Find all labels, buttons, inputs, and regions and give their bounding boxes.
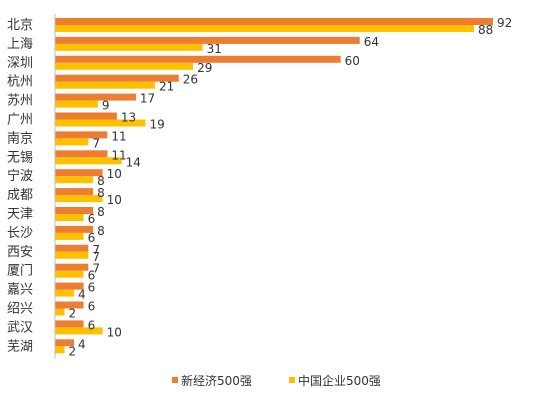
- value-label-china-enterprise: 2: [69, 307, 77, 321]
- category-label: 厦门: [7, 264, 33, 279]
- value-label-china-enterprise: 10: [107, 193, 122, 207]
- bar-new-economy: [55, 36, 360, 44]
- category-label: 长沙: [7, 226, 33, 241]
- category-label: 杭州: [7, 75, 33, 90]
- value-label-china-enterprise: 8: [97, 174, 105, 188]
- bar-china-enterprise: [55, 270, 84, 278]
- bar-china-enterprise: [55, 195, 103, 203]
- bar-china-enterprise: [55, 62, 194, 70]
- value-label-new-economy: 6: [88, 281, 96, 295]
- bar-china-enterprise: [55, 308, 65, 316]
- value-label-china-enterprise: 14: [126, 155, 141, 169]
- value-label-new-economy: 8: [97, 186, 105, 200]
- value-label-new-economy: 11: [111, 129, 126, 143]
- value-label-new-economy: 8: [97, 205, 105, 219]
- legend-swatch-new-economy: [172, 377, 178, 383]
- bar-china-enterprise: [55, 289, 75, 297]
- value-label-new-economy: 26: [183, 73, 198, 87]
- bar-china-enterprise: [55, 81, 155, 89]
- value-label-china-enterprise: 31: [207, 42, 222, 56]
- value-label-china-enterprise: 7: [92, 136, 100, 150]
- bar-new-economy: [55, 244, 89, 252]
- value-label-china-enterprise: 6: [88, 269, 96, 283]
- bar-china-enterprise: [55, 251, 89, 259]
- bar-china-enterprise: [55, 327, 103, 335]
- value-label-china-enterprise: 9: [102, 99, 110, 113]
- value-label-new-economy: 4: [78, 337, 86, 351]
- category-label: 成都: [7, 188, 33, 203]
- value-label-new-economy: 11: [111, 148, 126, 162]
- category-label: 上海: [7, 37, 33, 52]
- bar-new-economy: [55, 282, 84, 290]
- category-label: 无锡: [7, 150, 33, 165]
- category-label: 西安: [7, 245, 33, 260]
- bar-china-enterprise: [55, 100, 98, 108]
- bar-new-economy: [55, 18, 493, 25]
- value-label-new-economy: 92: [497, 16, 512, 30]
- bar-new-economy: [55, 225, 94, 233]
- bar-new-economy: [55, 150, 108, 158]
- bar-new-economy: [55, 263, 89, 271]
- value-label-new-economy: 8: [97, 224, 105, 238]
- bar-new-economy: [55, 112, 117, 120]
- value-label-china-enterprise: 7: [92, 250, 100, 264]
- bar-new-economy: [55, 339, 75, 347]
- legend-label-china-enterprise: 中国企业500强: [298, 373, 381, 388]
- category-label: 嘉兴: [7, 283, 33, 298]
- value-label-china-enterprise: 21: [159, 80, 174, 94]
- category-label: 宁波: [7, 168, 33, 184]
- value-label-new-economy: 6: [88, 318, 96, 332]
- category-label: 南京: [7, 130, 33, 146]
- value-label-china-enterprise: 6: [88, 212, 96, 226]
- value-label-new-economy: 60: [345, 54, 360, 68]
- value-label-new-economy: 6: [88, 300, 96, 314]
- value-label-china-enterprise: 2: [69, 344, 77, 358]
- bar-new-economy: [55, 207, 94, 214]
- category-label: 天津: [7, 207, 33, 222]
- bar-china-enterprise: [55, 25, 474, 32]
- bar-china-enterprise: [55, 138, 89, 146]
- bar-china-enterprise: [55, 232, 84, 240]
- bar-new-economy: [55, 301, 84, 309]
- category-label: 芜湖: [7, 339, 33, 354]
- value-label-china-enterprise: 10: [107, 325, 122, 339]
- bar-china-enterprise: [55, 346, 65, 354]
- bar-china-enterprise: [55, 157, 122, 165]
- legend-label-new-economy: 新经济500强: [181, 373, 252, 388]
- value-label-new-economy: 10: [107, 167, 122, 181]
- value-label-new-economy: 13: [121, 111, 136, 125]
- value-label-china-enterprise: 4: [78, 288, 86, 302]
- category-label: 深圳: [7, 56, 33, 71]
- bar-new-economy: [55, 131, 108, 139]
- bar-new-economy: [55, 55, 341, 63]
- value-label-china-enterprise: 29: [197, 61, 212, 75]
- category-label: 北京: [7, 18, 33, 33]
- value-label-china-enterprise: 19: [149, 118, 164, 132]
- bar-new-economy: [55, 169, 103, 177]
- value-label-new-economy: 7: [92, 243, 100, 257]
- legend-swatch-china-enterprise: [289, 377, 295, 383]
- value-label-china-enterprise: 88: [478, 23, 493, 37]
- bar-new-economy: [55, 188, 94, 196]
- bars-group: [55, 18, 493, 354]
- bar-china-enterprise: [55, 176, 94, 184]
- bar-new-economy: [55, 74, 179, 82]
- bar-china-enterprise: [55, 214, 84, 221]
- category-label: 苏州: [7, 93, 33, 109]
- category-label: 绍兴: [7, 302, 33, 317]
- value-label-new-economy: 17: [140, 92, 155, 106]
- value-label-new-economy: 7: [92, 262, 100, 276]
- bar-new-economy: [55, 320, 84, 328]
- value-label-china-enterprise: 6: [88, 231, 96, 245]
- bar-new-economy: [55, 93, 136, 101]
- value-label-new-economy: 64: [364, 35, 379, 49]
- bar-china-enterprise: [55, 43, 203, 51]
- category-label: 武汉: [7, 320, 33, 335]
- category-label: 广州: [7, 113, 33, 128]
- bar-china-enterprise: [55, 119, 146, 127]
- legend: 新经济500强 中国企业500强: [172, 373, 381, 388]
